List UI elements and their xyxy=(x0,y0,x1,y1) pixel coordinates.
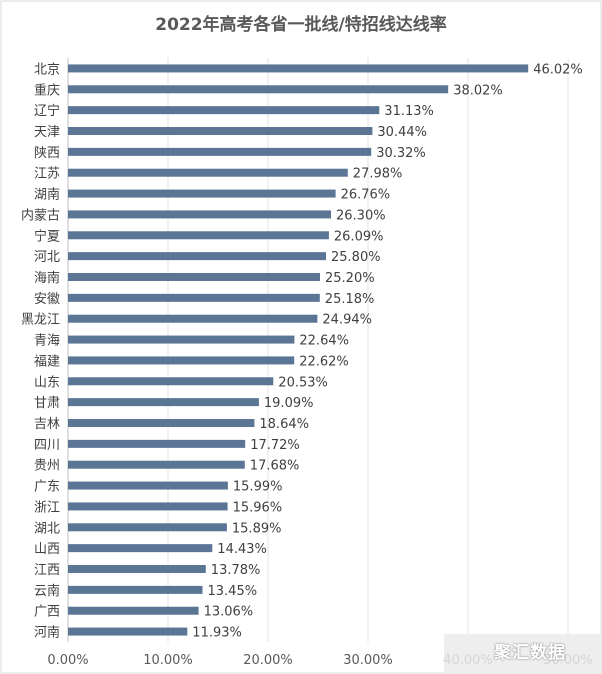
category-label: 北京 xyxy=(34,62,60,77)
data-labels: 46.02% 38.02% 31.13% 30.44% 30.32% 27.98% 26.7… xyxy=(192,62,582,640)
data-label: 13.45% xyxy=(208,584,258,599)
category-label: 湖南 xyxy=(34,187,60,203)
category-label: 青海 xyxy=(34,334,60,349)
bar xyxy=(68,252,326,261)
bar xyxy=(68,210,331,219)
category-label: 安徽 xyxy=(34,292,60,307)
x-tick-label: 10.00% xyxy=(143,653,193,668)
data-label: 25.20% xyxy=(325,271,375,286)
bar xyxy=(68,231,329,240)
bar xyxy=(68,502,228,511)
category-label: 黑龙江 xyxy=(21,313,60,328)
category-label: 山西 xyxy=(34,542,60,557)
chart-title: 2022年高考各省一批线/特招线达线率 xyxy=(155,14,447,35)
category-label: 河南 xyxy=(34,625,60,641)
category-label: 宁夏 xyxy=(34,228,60,244)
bar xyxy=(68,85,449,94)
bar xyxy=(68,314,318,323)
bar xyxy=(68,398,259,407)
category-label: 广东 xyxy=(34,480,60,495)
category-label: 江苏 xyxy=(34,166,60,182)
watermark-box xyxy=(444,634,602,674)
data-label: 14.43% xyxy=(217,542,267,557)
data-label: 20.53% xyxy=(278,375,328,390)
category-label: 浙江 xyxy=(34,500,60,515)
data-label: 30.32% xyxy=(376,146,426,161)
category-label: 辽宁 xyxy=(34,103,60,119)
category-label: 江西 xyxy=(34,563,60,578)
bar xyxy=(68,106,380,115)
data-label: 13.78% xyxy=(211,563,261,578)
bar xyxy=(68,439,246,448)
category-label: 山东 xyxy=(34,375,60,390)
data-label: 11.93% xyxy=(192,626,242,641)
bar xyxy=(68,273,320,281)
data-label: 17.72% xyxy=(250,438,300,453)
bar xyxy=(68,606,199,615)
bar xyxy=(68,585,203,594)
category-labels: 北京重庆辽宁天津陕西江苏湖南内蒙古宁夏河北海南安徽黑龙江青海福建山东甘肃吉林四川… xyxy=(21,62,60,640)
data-label: 15.89% xyxy=(232,521,282,536)
data-label: 27.98% xyxy=(353,167,403,182)
data-label: 26.30% xyxy=(336,208,386,223)
category-label: 天津 xyxy=(34,125,60,140)
category-label: 重庆 xyxy=(34,82,60,98)
data-label: 46.02% xyxy=(533,62,583,77)
category-label: 河北 xyxy=(34,250,60,265)
category-label: 海南 xyxy=(34,270,60,286)
x-tick-label: 20.00% xyxy=(243,653,293,668)
bar xyxy=(68,544,213,553)
bar xyxy=(68,335,295,344)
data-label: 25.18% xyxy=(325,292,375,307)
category-label: 贵州 xyxy=(34,459,60,474)
data-label: 22.62% xyxy=(299,354,349,369)
data-label: 15.96% xyxy=(233,500,283,515)
category-label: 广西 xyxy=(34,605,60,620)
watermark-logo-text: 聚汇数据 xyxy=(494,643,566,663)
bar xyxy=(68,293,320,302)
category-label: 陕西 xyxy=(34,146,60,161)
category-label: 吉林 xyxy=(34,417,60,432)
data-label: 38.02% xyxy=(453,83,503,98)
category-label: 湖北 xyxy=(34,521,60,536)
bar-series xyxy=(68,64,529,636)
data-label: 22.64% xyxy=(299,334,349,349)
data-label: 19.09% xyxy=(264,396,314,411)
category-label: 内蒙古 xyxy=(21,207,60,223)
data-label: 15.99% xyxy=(233,480,283,495)
bar xyxy=(68,168,348,177)
data-label: 26.76% xyxy=(341,188,391,203)
bar xyxy=(68,460,245,469)
data-label: 30.44% xyxy=(377,125,427,140)
data-label: 17.68% xyxy=(250,459,300,474)
category-label: 福建 xyxy=(34,354,60,369)
bar xyxy=(68,377,274,386)
bar xyxy=(68,523,227,532)
bar xyxy=(68,627,188,636)
bar xyxy=(68,481,228,490)
data-label: 18.64% xyxy=(259,417,309,432)
data-label: 13.06% xyxy=(204,605,254,620)
category-label: 云南 xyxy=(34,583,60,599)
bar xyxy=(68,147,372,156)
bar xyxy=(68,419,255,427)
category-label: 甘肃 xyxy=(34,396,60,411)
bar xyxy=(68,127,373,135)
bar xyxy=(68,189,336,198)
category-label: 四川 xyxy=(34,438,60,453)
x-tick-label: 30.00% xyxy=(343,653,393,668)
data-label: 31.13% xyxy=(384,104,434,119)
data-label: 24.94% xyxy=(322,313,372,328)
x-tick-label: 0.00% xyxy=(47,653,88,668)
bar xyxy=(68,64,529,73)
data-label: 26.09% xyxy=(334,229,384,244)
bar xyxy=(68,565,206,573)
data-label: 25.80% xyxy=(331,250,381,265)
bar xyxy=(68,356,295,365)
